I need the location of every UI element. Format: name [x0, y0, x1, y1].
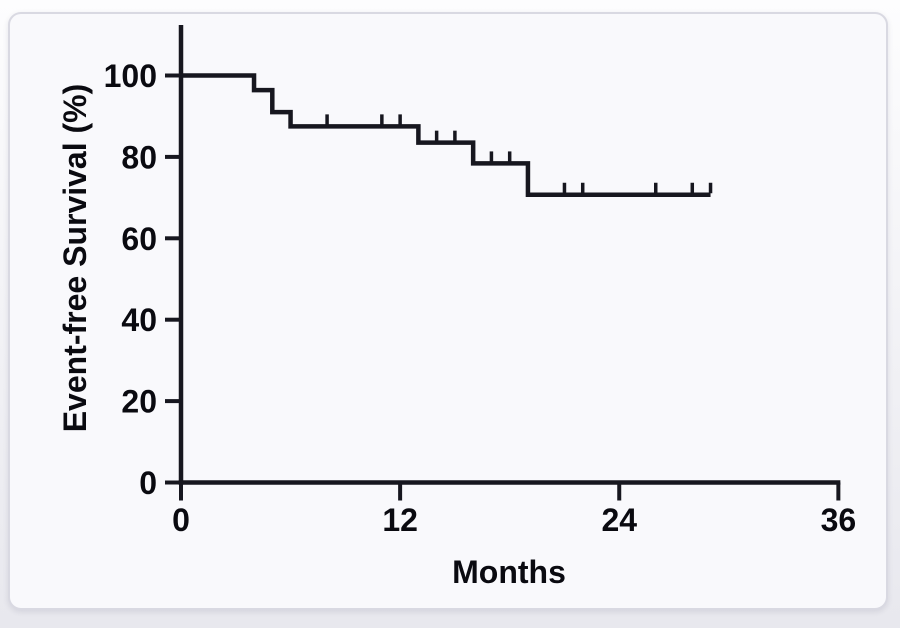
x-tick-label-0: 0	[172, 502, 190, 538]
x-tick-label-36: 36	[821, 502, 857, 538]
x-axis-title: Months	[452, 554, 566, 590]
y-tick-label-40: 40	[121, 302, 157, 338]
y-tick-label-20: 20	[121, 384, 157, 420]
y-axis-title: Event-free Survival (%)	[57, 84, 93, 433]
y-tick-label-60: 60	[121, 221, 157, 257]
y-tick-label-80: 80	[121, 139, 157, 175]
y-tick-label-100: 100	[104, 58, 157, 94]
x-tick-label-12: 12	[382, 502, 418, 538]
chart-card	[8, 12, 888, 610]
survival-step-curve	[181, 73, 711, 198]
y-tick-label-0: 0	[139, 465, 157, 501]
x-tick-label-24: 24	[601, 502, 637, 538]
